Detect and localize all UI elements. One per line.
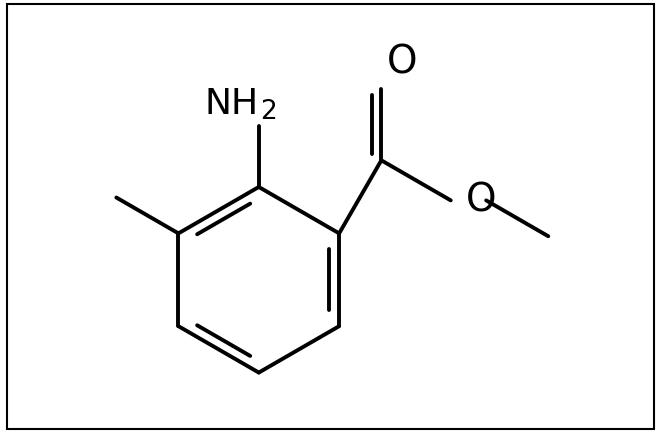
Text: O: O: [387, 44, 418, 82]
Text: 2: 2: [260, 99, 277, 125]
Text: NH: NH: [205, 87, 259, 121]
Text: O: O: [466, 181, 496, 220]
